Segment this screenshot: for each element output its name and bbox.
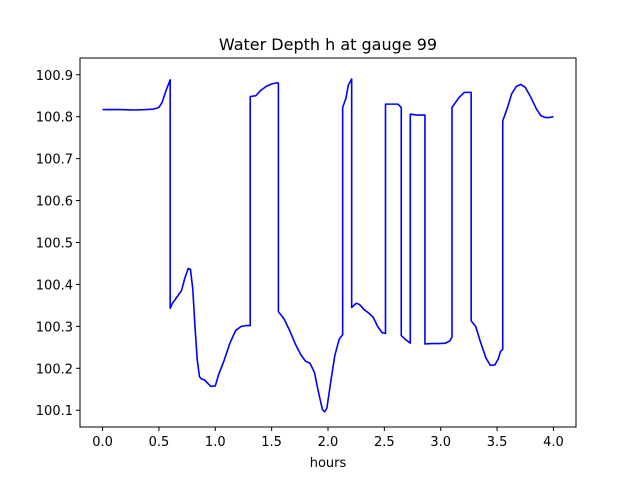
- x-tick-label: 0.5: [149, 435, 170, 450]
- y-tick-label: 100.7: [36, 153, 73, 168]
- x-tick-label: 3.0: [430, 435, 451, 450]
- y-tick-label: 100.8: [36, 111, 73, 126]
- x-tick-label: 3.5: [487, 435, 508, 450]
- x-tick-label: 4.0: [543, 435, 564, 450]
- y-tick-label: 100.3: [36, 320, 73, 335]
- x-tick-label: 2.0: [318, 435, 339, 450]
- plot-area: [102, 78, 554, 413]
- chart-title: Water Depth h at gauge 99: [219, 35, 437, 54]
- y-tick-label: 100.2: [36, 362, 73, 377]
- x-tick-label: 1.5: [261, 435, 282, 450]
- y-tick-label: 100.9: [36, 69, 73, 84]
- y-tick-label: 100.1: [36, 404, 73, 419]
- x-tick-label: 0.0: [92, 435, 113, 450]
- x-tick-label: 2.5: [374, 435, 395, 450]
- series-line: [102, 78, 554, 413]
- y-tick-label: 100.4: [36, 278, 73, 293]
- y-tick-label: 100.6: [36, 195, 73, 210]
- y-axis-ticks: 100.1 100.2 100.3 100.4 100.5 100.6 100.7 100.8…: [36, 69, 80, 419]
- x-tick-label: 1.0: [205, 435, 226, 450]
- x-axis-label: hours: [310, 456, 347, 471]
- x-axis-ticks: 0.0 0.5 1.0 1.5 2.0 2.5 3.0 3.5 4.0: [92, 427, 564, 450]
- plot-frame: [79, 57, 577, 428]
- y-tick-label: 100.5: [36, 237, 73, 252]
